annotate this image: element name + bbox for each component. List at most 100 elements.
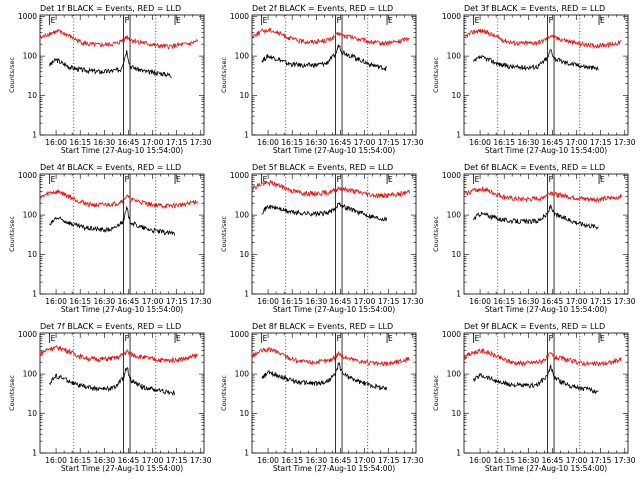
x-tick-label: 16:00 <box>469 297 491 306</box>
x-tick-label: 16:00 <box>469 138 491 147</box>
y-tick-label: 10 <box>451 409 461 418</box>
x-tick-label: 16:45 <box>118 297 140 306</box>
marker-label-e: E <box>475 334 480 343</box>
y-tick-label: 1 <box>456 290 461 299</box>
y-tick-label: 10 <box>27 250 37 259</box>
y-tick-label: 100 <box>235 52 250 61</box>
marker-label-e: E <box>263 334 268 343</box>
x-tick-label: 17:30 <box>614 297 636 306</box>
x-tick-label: 17:30 <box>614 456 636 465</box>
y-tick-label: 1 <box>244 449 249 458</box>
events-series-line <box>473 49 599 72</box>
x-tick-label: 17:15 <box>590 297 612 306</box>
plot-frame <box>463 14 629 136</box>
x-tick-label: 17:00 <box>142 297 164 306</box>
y-tick-label: 1 <box>32 290 37 299</box>
y-tick-label: 1 <box>244 131 249 140</box>
detector-panel-3: Det 3f BLACK = Events, RED = LLD Counts/s… <box>432 4 636 155</box>
x-tick-label: 16:30 <box>306 456 328 465</box>
x-tick-label: 17:30 <box>190 456 212 465</box>
x-tick-label: 16:30 <box>518 456 540 465</box>
x-axis-label: Start Time (27-Aug-10 15:54:00) <box>61 464 183 473</box>
marker-label-f: F <box>337 175 341 184</box>
x-tick-label: 17:15 <box>378 456 400 465</box>
panel-title: Det 3f BLACK = Events, RED = LLD <box>464 4 605 13</box>
x-tick-label: 16:00 <box>45 456 67 465</box>
x-tick-label: 17:30 <box>614 138 636 147</box>
y-tick-label: 1000 <box>230 171 249 180</box>
y-tick-label: 1 <box>32 449 37 458</box>
x-tick-label: 16:15 <box>69 456 91 465</box>
y-tick-label: 1 <box>456 449 461 458</box>
plot-frame <box>463 332 629 454</box>
marker-label-e: E <box>263 175 268 184</box>
events-series-line <box>473 364 599 395</box>
detector-panel-9: Det 9f BLACK = Events, RED = LLD Counts/s… <box>432 322 636 473</box>
plot-frame <box>251 332 417 454</box>
x-tick-label: 16:45 <box>542 456 564 465</box>
detector-panel-1: Det 1f BLACK = Events, RED = LLD Counts/s… <box>8 4 212 155</box>
y-axis-label: Counts/sec <box>220 216 228 252</box>
marker-label-e: E <box>263 16 268 25</box>
y-tick-label: 1000 <box>442 330 461 339</box>
y-tick-label: 100 <box>23 370 38 379</box>
marker-label-f: F <box>549 16 553 25</box>
x-tick-label: 17:00 <box>566 456 588 465</box>
marker-label-e: E <box>475 16 480 25</box>
x-axis-label: Start Time (27-Aug-10 15:54:00) <box>485 305 607 314</box>
x-tick-label: 16:30 <box>306 297 328 306</box>
y-tick-label: 100 <box>235 370 250 379</box>
x-tick-label: 17:30 <box>402 138 424 147</box>
lld-series-line <box>251 179 410 199</box>
events-series-line <box>49 366 175 397</box>
y-tick-label: 10 <box>27 409 37 418</box>
lld-series-line <box>39 28 198 50</box>
y-tick-label: 1000 <box>18 12 37 21</box>
x-tick-label: 16:45 <box>542 138 564 147</box>
marker-label-e-end: E <box>388 334 393 343</box>
panel-title: Det 5f BLACK = Events, RED = LLD <box>252 163 393 172</box>
x-tick-label: 16:30 <box>518 138 540 147</box>
x-axis-label: Start Time (27-Aug-10 15:54:00) <box>273 464 395 473</box>
y-axis-label: Counts/sec <box>220 57 228 93</box>
x-tick-label: 16:00 <box>45 138 67 147</box>
marker-label-e-end: E <box>176 175 181 184</box>
x-tick-label: 17:00 <box>142 138 164 147</box>
y-tick-label: 1000 <box>442 12 461 21</box>
x-tick-label: 16:30 <box>518 297 540 306</box>
y-axis-label: Counts/sec <box>432 375 440 411</box>
marker-label-f: F <box>549 334 553 343</box>
x-tick-label: 16:00 <box>257 456 279 465</box>
y-tick-label: 1000 <box>18 171 37 180</box>
y-tick-label: 1000 <box>230 330 249 339</box>
panel-title: Det 6f BLACK = Events, RED = LLD <box>464 163 605 172</box>
x-tick-label: 16:30 <box>94 456 116 465</box>
y-axis-label: Counts/sec <box>432 216 440 252</box>
marker-label-e: E <box>51 334 56 343</box>
x-tick-label: 17:15 <box>590 138 612 147</box>
y-tick-label: 10 <box>27 91 37 100</box>
events-series-line <box>473 204 599 230</box>
lld-series-line <box>39 345 198 364</box>
x-tick-label: 17:30 <box>190 138 212 147</box>
x-tick-label: 16:45 <box>330 297 352 306</box>
events-series-line <box>49 49 172 79</box>
plot-frame <box>39 332 205 454</box>
marker-label-e-end: E <box>600 175 605 184</box>
x-tick-label: 16:00 <box>257 138 279 147</box>
x-tick-label: 16:45 <box>542 297 564 306</box>
x-tick-label: 17:00 <box>566 297 588 306</box>
panel-title: Det 2f BLACK = Events, RED = LLD <box>252 4 393 13</box>
plot-frame <box>39 14 205 136</box>
x-tick-label: 17:00 <box>354 138 376 147</box>
x-tick-label: 17:15 <box>378 297 400 306</box>
x-tick-label: 16:45 <box>330 456 352 465</box>
events-series-line <box>261 362 387 391</box>
x-tick-label: 17:15 <box>166 297 188 306</box>
marker-label-f: F <box>549 175 553 184</box>
x-tick-label: 17:30 <box>190 297 212 306</box>
x-tick-label: 17:15 <box>166 456 188 465</box>
x-tick-label: 16:15 <box>69 138 91 147</box>
y-tick-label: 10 <box>239 409 249 418</box>
